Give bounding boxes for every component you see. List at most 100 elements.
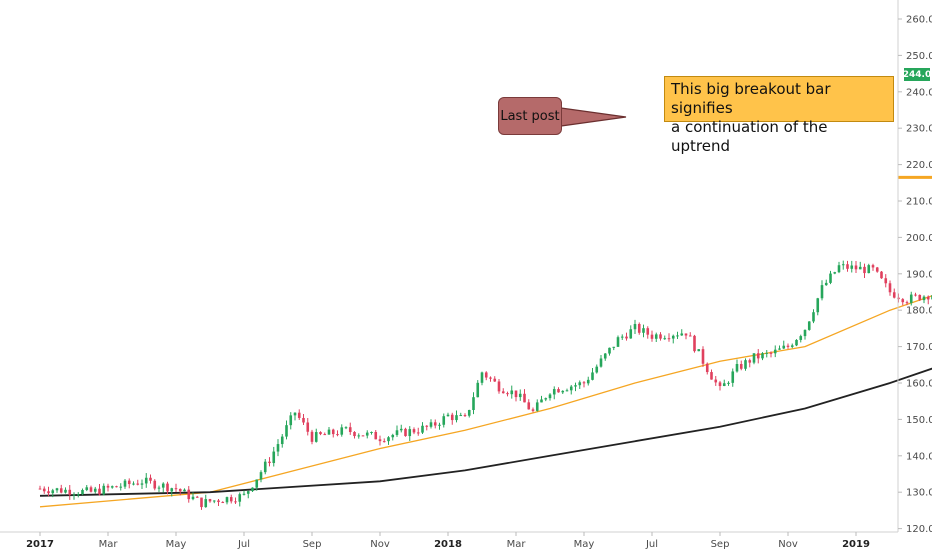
candle-body xyxy=(922,296,926,301)
candle-body xyxy=(93,488,97,492)
candle-body xyxy=(280,436,284,445)
candle-body xyxy=(166,483,169,492)
candle-body xyxy=(361,435,365,437)
candle-body xyxy=(531,409,535,411)
candle-body xyxy=(735,364,739,372)
candle-body xyxy=(302,417,305,423)
candle-body xyxy=(540,399,543,403)
last-price-tag: 244.0 xyxy=(903,68,931,81)
candle-body xyxy=(676,335,679,337)
candle-body xyxy=(382,441,386,443)
x-tick-label: Nov xyxy=(370,539,390,550)
candle-body xyxy=(289,415,293,426)
candle-body xyxy=(493,378,497,382)
x-tick-label: 2018 xyxy=(434,539,462,550)
candle-body xyxy=(918,294,922,301)
y-tick-label: 260.0 xyxy=(906,15,932,26)
candle-body xyxy=(841,264,845,266)
candle-body xyxy=(582,382,586,384)
candle-body xyxy=(174,488,178,490)
candle-body xyxy=(752,353,756,363)
candle-body xyxy=(68,489,72,495)
y-tick-label: 210.0 xyxy=(906,197,932,208)
x-tick-label: May xyxy=(574,539,595,550)
candle-body xyxy=(412,429,416,433)
candle-body xyxy=(106,485,110,488)
candle-body xyxy=(748,360,752,363)
y-tick-label: 140.0 xyxy=(906,451,932,462)
candle-body xyxy=(773,349,777,354)
candle-body xyxy=(727,382,730,384)
candle-body xyxy=(565,390,569,392)
x-tick-label: Mar xyxy=(507,539,527,550)
candle-body xyxy=(625,336,628,339)
candle-body xyxy=(786,345,790,347)
breakout-note-text: This big breakout bar signifies a contin… xyxy=(671,80,831,155)
candle-body xyxy=(892,292,896,298)
candle-body xyxy=(595,366,599,373)
candle-body xyxy=(344,427,348,429)
candle-body xyxy=(463,415,467,417)
y-tick-label: 150.0 xyxy=(906,415,932,426)
candle-body xyxy=(561,390,565,393)
last-post-callout[interactable]: Last post xyxy=(498,97,562,135)
candle-body xyxy=(629,329,633,339)
candle-body xyxy=(514,390,518,398)
candle-body xyxy=(467,409,471,416)
candle-body xyxy=(544,398,548,400)
candle-body xyxy=(701,349,705,364)
x-tick-label: 2019 xyxy=(842,539,870,550)
candle-body xyxy=(714,379,718,383)
candle-body xyxy=(569,386,573,391)
candle-body xyxy=(731,371,735,383)
candle-body xyxy=(153,480,157,489)
candlestick-series xyxy=(38,260,932,510)
candle-body xyxy=(850,265,854,269)
y-tick-label: 170.0 xyxy=(906,342,932,353)
candle-body xyxy=(616,337,620,347)
y-tick-label: 230.0 xyxy=(906,124,932,135)
candle-body xyxy=(212,500,216,502)
candle-body xyxy=(85,487,89,490)
candle-body xyxy=(238,494,242,502)
y-tick-label: 240.0 xyxy=(906,87,932,98)
x-tick-label: Jul xyxy=(237,539,250,550)
candle-body xyxy=(404,428,407,437)
candle-body xyxy=(102,485,106,495)
candle-body xyxy=(144,477,148,484)
candle-body xyxy=(234,501,237,503)
candle-body xyxy=(518,393,522,398)
candle-body xyxy=(854,265,858,270)
candle-body xyxy=(523,393,526,403)
candle-body xyxy=(858,266,862,270)
candle-body xyxy=(586,379,590,384)
candle-body xyxy=(272,451,276,464)
candle-body xyxy=(871,265,875,268)
candle-body xyxy=(285,425,288,437)
candle-body xyxy=(374,431,378,440)
y-tick-label: 220.0 xyxy=(906,160,932,171)
candle-body xyxy=(795,339,798,346)
candle-body xyxy=(438,424,441,426)
candle-body xyxy=(89,487,93,492)
candle-body xyxy=(527,402,531,410)
candle-body xyxy=(684,333,688,336)
candle-body xyxy=(221,502,225,504)
breakout-note[interactable]: This big breakout bar signifies a contin… xyxy=(664,76,894,155)
y-tick-label: 120.0 xyxy=(906,524,932,535)
candle-body xyxy=(425,425,429,427)
candle-body xyxy=(497,381,501,392)
last-post-pointer xyxy=(560,107,627,127)
candle-body xyxy=(55,488,59,491)
x-tick-label: May xyxy=(166,539,187,550)
x-axis: 2017 Mar May Jul Sep Nov 2018 Mar May Jul Sep Nov 20… xyxy=(26,532,870,550)
candle-body xyxy=(183,489,186,492)
candle-body xyxy=(170,488,174,492)
candle-body xyxy=(251,487,254,492)
x-tick-label: Nov xyxy=(778,539,798,550)
candle-body xyxy=(455,415,458,421)
candle-body xyxy=(778,348,781,350)
candle-body xyxy=(489,377,492,379)
moving-average-lines xyxy=(39,295,932,508)
candle-body xyxy=(259,472,263,480)
